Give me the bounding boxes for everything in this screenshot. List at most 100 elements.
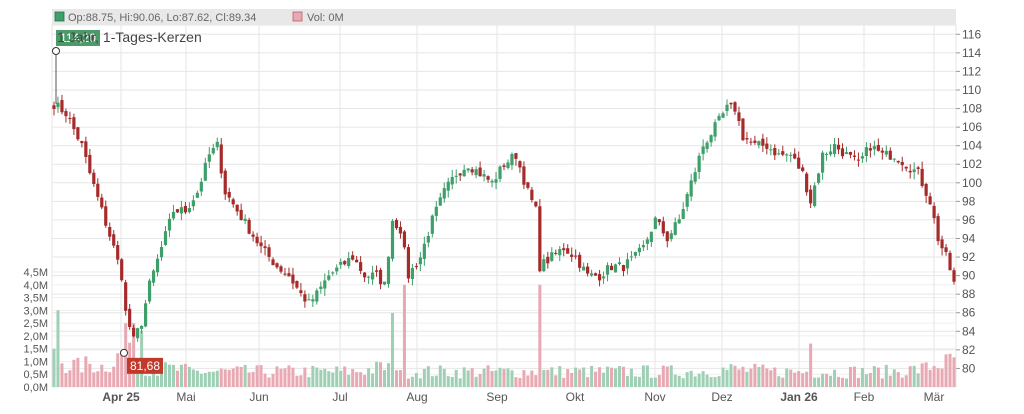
volume-bar bbox=[709, 377, 713, 387]
volume-bar bbox=[665, 366, 669, 387]
volume-bar bbox=[462, 367, 466, 387]
volume-bar bbox=[339, 370, 343, 387]
candle-body bbox=[171, 211, 176, 219]
candle-body bbox=[936, 216, 940, 242]
candle-body bbox=[88, 154, 92, 174]
candle-body bbox=[904, 166, 908, 169]
price-tick-label: 104 bbox=[962, 139, 982, 153]
candle-body bbox=[191, 200, 195, 207]
volume-bar bbox=[506, 368, 510, 387]
volume-bar bbox=[490, 371, 494, 387]
volume-bar bbox=[741, 366, 745, 387]
candle-body bbox=[235, 204, 239, 212]
volume-bar bbox=[466, 370, 470, 387]
volume-bar bbox=[108, 372, 112, 387]
candle-body bbox=[442, 188, 446, 199]
volume-bar bbox=[940, 368, 944, 387]
candle-body bbox=[844, 152, 849, 155]
candle-body bbox=[852, 155, 857, 157]
volume-bar bbox=[856, 377, 860, 387]
volume-bar bbox=[825, 373, 829, 387]
volume-bar bbox=[586, 377, 590, 387]
candle-body bbox=[653, 217, 657, 230]
price-tick-label: 112 bbox=[962, 64, 981, 78]
volume-bar bbox=[394, 370, 398, 387]
volume-bar bbox=[235, 366, 239, 387]
volume-bar bbox=[809, 343, 813, 387]
volume-bar bbox=[896, 372, 900, 387]
candle-body bbox=[506, 162, 510, 169]
volume-bar bbox=[438, 365, 442, 387]
candle-body bbox=[518, 161, 522, 168]
volume-bar bbox=[76, 357, 80, 387]
volume-bar bbox=[52, 348, 56, 387]
volume-bar bbox=[60, 363, 64, 387]
price-tick-label: 84 bbox=[962, 324, 976, 338]
candle-body bbox=[339, 261, 343, 265]
price-tick-label: 92 bbox=[962, 250, 976, 264]
volume-bar bbox=[625, 375, 629, 387]
candle-body bbox=[868, 148, 872, 151]
candle-body bbox=[920, 168, 924, 186]
volume-bar bbox=[343, 366, 347, 387]
volume-bar bbox=[844, 378, 848, 387]
volume-tick-label: 0,5M bbox=[24, 369, 48, 381]
candle-body bbox=[753, 140, 757, 143]
candle-body bbox=[486, 176, 490, 180]
volume-bar bbox=[231, 368, 235, 387]
volume-bar bbox=[406, 378, 410, 387]
candle-body bbox=[546, 256, 550, 264]
volume-bar bbox=[621, 366, 625, 387]
volume-bar bbox=[148, 376, 152, 387]
volume-bar bbox=[562, 377, 566, 387]
price-candles bbox=[52, 94, 956, 342]
candle-body bbox=[940, 239, 944, 249]
candle-body bbox=[378, 269, 383, 285]
candle-body bbox=[243, 218, 247, 222]
volume-bar bbox=[884, 364, 888, 387]
candle-body bbox=[438, 197, 442, 206]
volume-bar bbox=[239, 366, 243, 387]
volume-bar bbox=[271, 373, 275, 387]
volume-bar bbox=[311, 365, 315, 387]
candle-body bbox=[721, 113, 725, 118]
candle-body bbox=[590, 273, 594, 276]
volume-bar bbox=[367, 368, 371, 387]
volume-bar bbox=[116, 353, 120, 387]
candle-body bbox=[128, 308, 132, 327]
volume-bar bbox=[414, 373, 418, 387]
candle-body bbox=[299, 290, 303, 294]
candle-body bbox=[657, 219, 661, 223]
header-bar bbox=[52, 9, 956, 25]
candle-body bbox=[355, 259, 359, 263]
volume-bars bbox=[52, 284, 956, 387]
candle-body bbox=[239, 209, 243, 220]
candle-body bbox=[207, 154, 211, 162]
volume-bar bbox=[745, 371, 749, 387]
candle-body bbox=[374, 270, 379, 272]
candle-body bbox=[685, 193, 689, 207]
candle-body bbox=[824, 153, 829, 155]
candle-body bbox=[175, 209, 180, 213]
volume-bar bbox=[183, 363, 187, 387]
max-marker-flag bbox=[56, 29, 100, 46]
candle-body bbox=[542, 259, 546, 272]
volume-bar bbox=[852, 366, 856, 387]
candle-body bbox=[805, 173, 809, 193]
candle-body bbox=[609, 265, 614, 271]
candle-body bbox=[462, 169, 466, 177]
candle-body bbox=[717, 115, 721, 121]
candle-body bbox=[769, 149, 773, 151]
volume-tick-label: 2,5M bbox=[24, 318, 48, 330]
volume-tick-label: 3,5M bbox=[24, 293, 48, 305]
chart-title: 1 Jahr, 1-Tages-Kerzen bbox=[57, 29, 202, 45]
candle-body bbox=[550, 252, 554, 261]
volume-bar bbox=[542, 370, 546, 387]
volume-bar bbox=[96, 371, 100, 387]
candle-body bbox=[785, 154, 789, 156]
volume-bar bbox=[442, 368, 446, 387]
min-marker-flag bbox=[127, 357, 163, 374]
volume-bar bbox=[84, 356, 88, 387]
